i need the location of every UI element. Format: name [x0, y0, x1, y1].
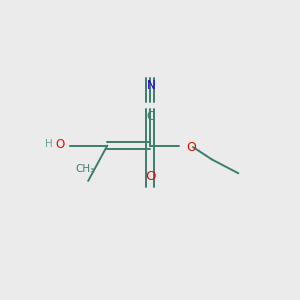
- Text: O: O: [145, 170, 155, 183]
- Text: CH₃: CH₃: [76, 164, 95, 174]
- Text: O: O: [56, 138, 64, 151]
- Text: C: C: [147, 110, 155, 123]
- Text: N: N: [146, 79, 155, 92]
- Text: O: O: [186, 141, 196, 154]
- Text: H: H: [45, 139, 53, 149]
